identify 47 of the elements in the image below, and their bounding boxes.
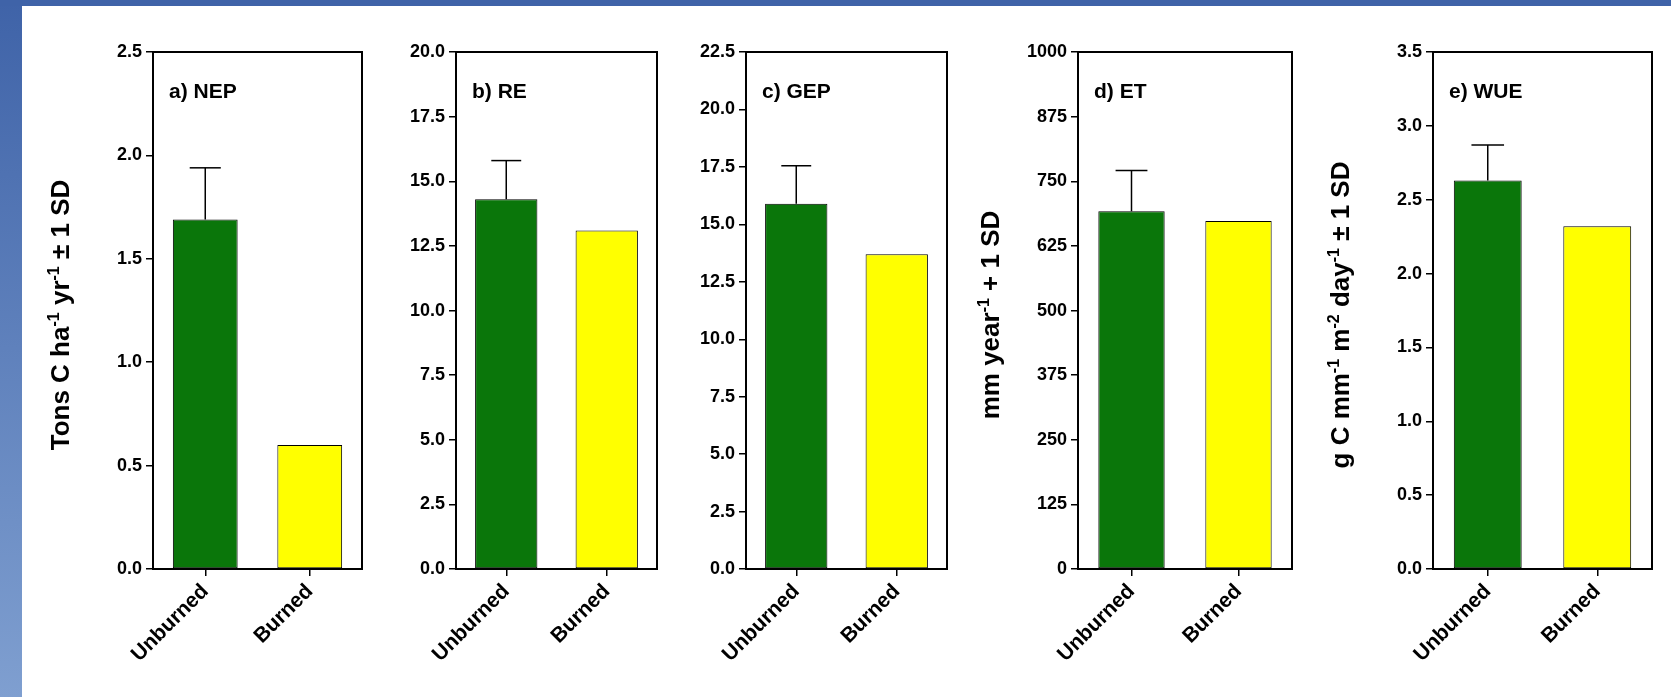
text: c) GEP: [762, 78, 831, 102]
y-tick-label: 750: [1036, 170, 1067, 191]
y-tick-label: 1000: [1026, 40, 1067, 61]
y-tick-label: 3.5: [1396, 40, 1422, 61]
y-tick-label: 0.0: [419, 558, 445, 579]
y-tick-label: 625: [1036, 234, 1067, 255]
y-tick-label: 2.5: [1396, 188, 1422, 209]
y-tick-label: 2.0: [1396, 262, 1422, 283]
y-tick-label: 875: [1036, 105, 1067, 126]
y-tick-label: 20.0: [699, 98, 735, 119]
y-tick-label: 17.5: [409, 105, 445, 126]
y-tick-label: 1.5: [116, 247, 142, 268]
text: b) RE: [472, 78, 527, 102]
y-tick-label: 0.5: [1396, 484, 1422, 505]
y-tick-label: 1.0: [116, 351, 142, 372]
y-tick-label: 5.0: [419, 428, 445, 449]
y-tick-label: 500: [1036, 299, 1067, 320]
y-tick-label: 250: [1036, 428, 1067, 449]
y-tick-label: 375: [1036, 364, 1067, 385]
y-tick-label: 0.0: [116, 558, 142, 579]
y-tick-label: 10.0: [409, 299, 445, 320]
text: a) NEP: [169, 78, 237, 102]
y-tick-label: 0.5: [116, 454, 142, 475]
y-tick-label: 1.0: [1396, 410, 1422, 431]
y-tick-label: 2.0: [116, 144, 142, 165]
y-tick-label: 125: [1036, 493, 1067, 514]
text: d) ET: [1094, 78, 1147, 102]
y-tick-label: 15.0: [699, 213, 735, 234]
y-tick-label: 15.0: [409, 170, 445, 191]
y-tick-label: 7.5: [419, 364, 445, 385]
y-tick-label: 12.5: [699, 270, 735, 291]
y-tick-label: 3.0: [1396, 114, 1422, 135]
y-tick-label: 12.5: [409, 234, 445, 255]
y-tick-label: 7.5: [709, 385, 735, 406]
y-tick-label: 2.5: [419, 493, 445, 514]
y-tick-label: 0.0: [1396, 558, 1422, 579]
y-tick-label: 2.5: [709, 500, 735, 521]
y-tick-label: 2.5: [116, 40, 142, 61]
y-tick-label: 1.5: [1396, 336, 1422, 357]
y-tick-label: 0.0: [709, 558, 735, 579]
y-tick-label: 17.5: [699, 155, 735, 176]
y-tick-label: 20.0: [409, 40, 445, 61]
y-tick-label: 10.0: [699, 328, 735, 349]
text: e) WUE: [1449, 78, 1523, 102]
y-tick-label: 5.0: [709, 443, 735, 464]
y-tick-label: 0: [1056, 558, 1067, 579]
y-tick-label: 22.5: [699, 40, 735, 61]
